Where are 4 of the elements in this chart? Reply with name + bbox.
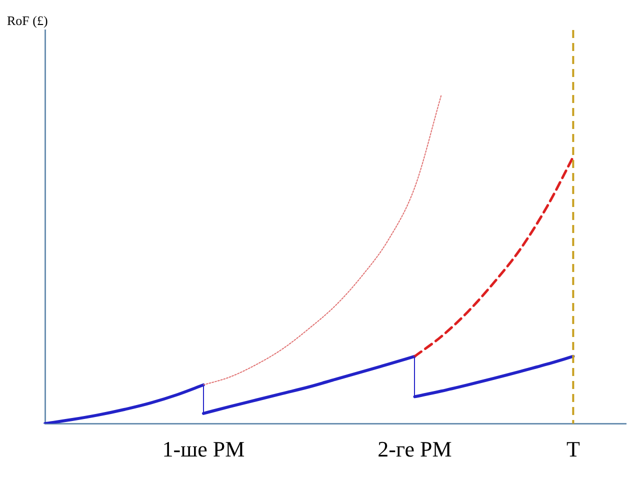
text: RoF (£) <box>7 12 48 28</box>
x-tick-label: 2-ге PM <box>378 436 452 462</box>
x-tick-label: T <box>566 436 580 462</box>
x-tick-label: 1-ше PM <box>162 436 245 462</box>
